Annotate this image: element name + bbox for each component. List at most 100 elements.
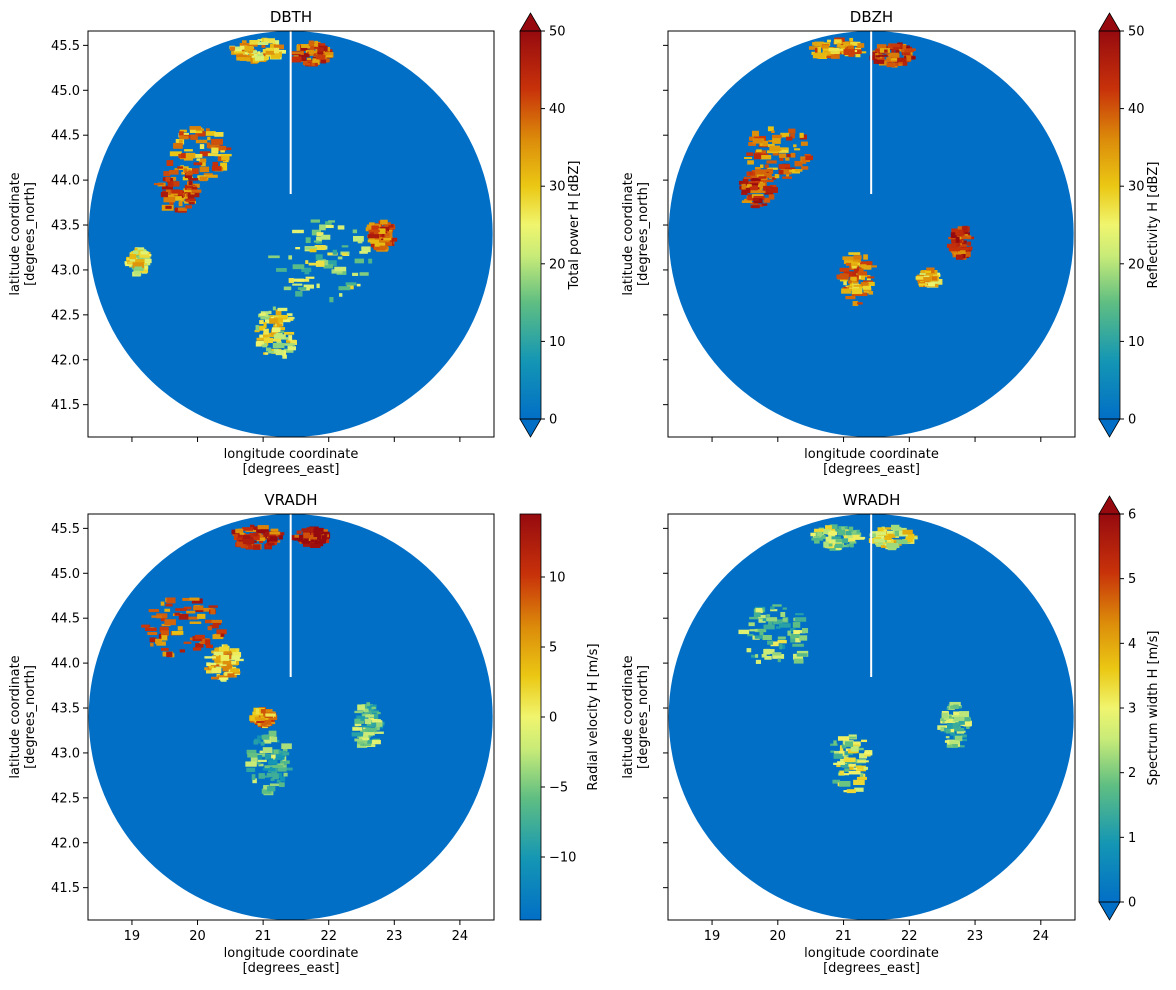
colorbar-tick-label: 30 [1128,180,1145,195]
colorbar-tick-label: 20 [1128,257,1145,272]
x-tick-label: 20 [770,929,787,944]
colorbar-extend-min [1098,901,1121,921]
axes-frame [87,30,495,438]
y-tick-label: 42.0 [51,353,80,368]
colorbar-extend-max [519,12,542,32]
x-tick-label: 24 [1033,929,1050,944]
x-axis-label: [degrees_east] [243,462,340,477]
y-tick-label: 43.0 [51,263,80,278]
echo-region [915,267,943,288]
echo-region [204,644,244,682]
colorbar: 0 10 20 30 40 50 Total power H [dBZ] [519,12,582,438]
echo-region [946,225,975,260]
y-axis-label: latitude coordinate [621,655,636,778]
x-axis-label: [degrees_east] [823,961,920,976]
y-tick-label: 45.0 [51,567,80,582]
colorbar-tick-label: 10 [549,335,566,350]
colorbar-tick-label: 40 [1128,102,1145,117]
colorbar-tick-label: 2 [1128,766,1136,781]
colorbar-tick-label: 50 [1128,25,1145,40]
colorbar-tick-label: 0 [1128,896,1136,911]
colorbar-gradient [1099,31,1120,419]
colorbar-label: Spectrum width H [m/s] [1146,631,1161,786]
colorbar-tick-label: 0 [1128,413,1136,428]
colorbar-gradient [1099,514,1120,902]
echo-region [937,701,972,748]
echo-region [290,526,331,549]
y-tick-label: 42.5 [51,791,80,806]
y-tick-label: 45.0 [51,84,80,99]
colorbar-extend-min [1098,418,1121,438]
panel-title: DBTH [270,8,312,26]
echo-region [229,37,286,64]
y-tick-label: 42.0 [51,836,80,851]
echo-region [351,702,385,748]
panel-dbth: 41.5 42.0 42.5 43.0 43.5 44.0 44.5 45.0 45.5 DBTH… [8,8,582,477]
colorbar-tick-label: 50 [549,25,566,40]
x-axis-label: longitude coordinate [224,946,359,961]
y-tick-label: 45.5 [51,522,80,537]
colorbar-extend-min [519,418,542,438]
x-axis-label: longitude coordinate [224,447,359,462]
echo-region [231,524,285,550]
x-tick-label: 21 [255,929,272,944]
echo-region [245,730,293,796]
radar-coverage-disc [88,514,493,920]
axes-frame [667,513,1076,921]
x-tick-label: 23 [386,929,403,944]
panel-vradh: 19 20 21 22 23 24 41.5 42.0 42.5 43.0 43.5 44.0 44.5… [8,491,601,976]
colorbar-label: Reflectivity H [dBZ] [1146,162,1161,289]
radar-coverage-disc [88,31,493,437]
colorbar-extend-max [1098,495,1121,515]
plot-area [88,31,493,437]
echo-region [365,219,398,252]
panel-title: DBZH [850,8,893,26]
colorbar: −10 −5 0 5 10 Radial velocity H [m/s] [519,513,601,921]
axes-frame [87,513,495,921]
colorbar-tick-label: −10 [549,851,576,866]
y-axis-label: [degrees_north] [636,665,651,769]
y-tick-label: 43.0 [51,746,80,761]
y-axis-label: [degrees_north] [23,665,38,769]
colorbar-tick-label: 10 [1128,335,1145,350]
y-tick-label: 43.5 [51,219,80,234]
echo-layer [738,37,975,307]
colorbar-extend-max [1098,12,1121,32]
x-tick-label: 22 [901,929,918,944]
radar-coverage-disc [668,31,1074,437]
echo-region [268,219,373,303]
colorbar-label: Total power H [dBZ] [567,161,582,291]
plot-area [88,514,493,920]
plot-area [668,31,1074,437]
x-tick-label: 23 [967,929,984,944]
echo-region [141,597,227,658]
colorbar: 0 1 2 3 4 5 6 Spectrum width H [m/s] [1098,495,1161,921]
echo-layer [124,37,398,359]
panel-title: WRADH [843,491,901,509]
y-axis-label: [degrees_north] [636,182,651,286]
echo-region [738,604,809,664]
x-tick-label: 19 [124,929,141,944]
x-axis-label: [degrees_east] [823,462,920,477]
panel-title: VRADH [264,491,317,509]
colorbar-tick-label: 5 [549,641,557,656]
y-axis-label: latitude coordinate [621,172,636,295]
y-axis-label: latitude coordinate [8,655,23,778]
colorbar-tick-label: 3 [1128,702,1136,717]
y-tick-label: 44.0 [51,657,80,672]
x-tick-label: 21 [835,929,852,944]
echo-region [869,42,916,68]
echo-region [830,734,873,794]
echo-layer [738,524,972,794]
y-tick-label: 41.5 [51,398,80,413]
echo-region [249,707,278,729]
echo-region [290,40,334,67]
colorbar-tick-label: 40 [549,102,566,117]
echo-region [166,126,232,182]
x-axis-label: longitude coordinate [804,946,939,961]
echo-region [808,37,867,60]
echo-layer [141,524,385,796]
colorbar-tick-label: 5 [1128,572,1136,587]
